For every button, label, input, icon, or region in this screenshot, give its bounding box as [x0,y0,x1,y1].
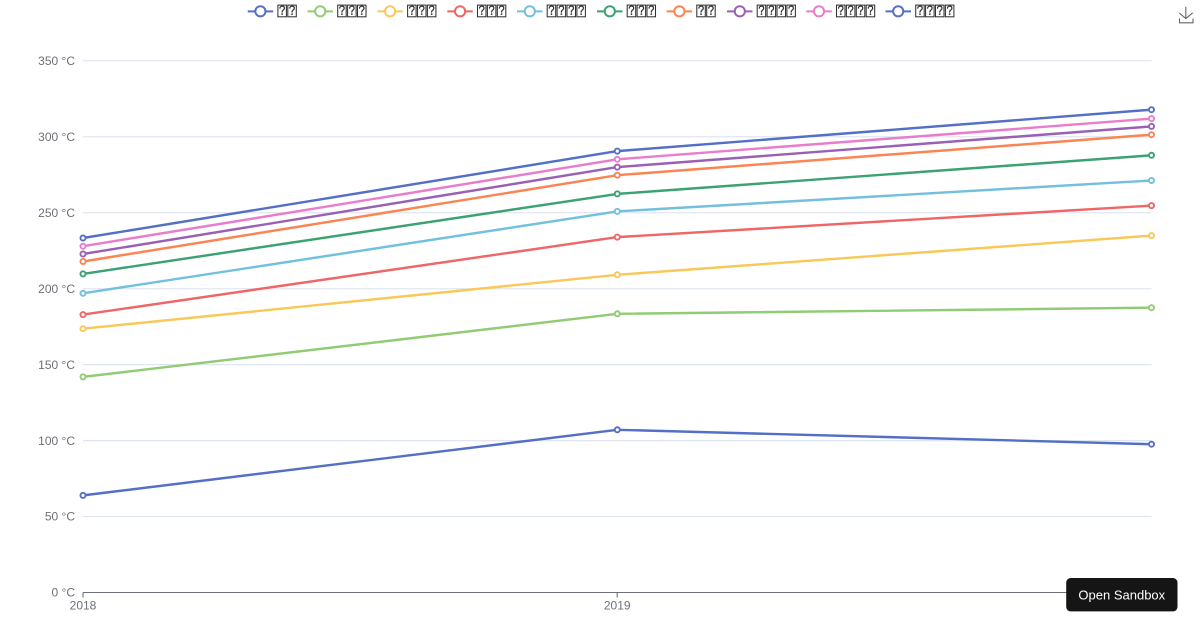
svg-text:250 °C: 250 °C [38,206,75,220]
svg-text:2018: 2018 [70,599,97,613]
svg-text:2019: 2019 [604,599,631,613]
svg-text:50 °C: 50 °C [45,510,75,524]
svg-text:200 °C: 200 °C [38,282,75,296]
svg-text:350 °C: 350 °C [38,54,75,68]
svg-text:Open Sandbox: Open Sandbox [1078,587,1165,602]
svg-text:300 °C: 300 °C [38,130,75,144]
svg-text:100 °C: 100 °C [38,434,75,448]
svg-text:150 °C: 150 °C [38,358,75,372]
svg-text:0 °C: 0 °C [52,586,76,600]
